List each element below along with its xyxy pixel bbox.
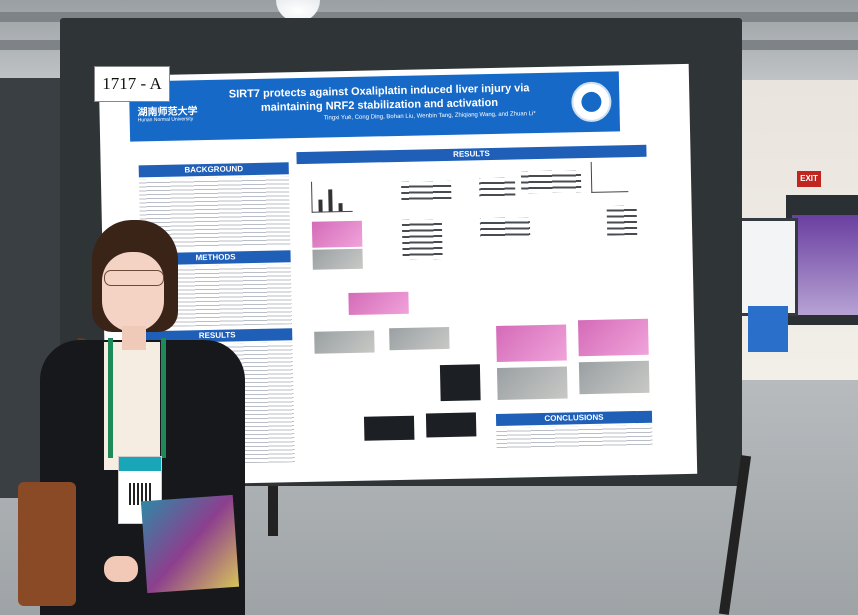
figure-histology-gray [578, 360, 650, 395]
university-emblem [571, 81, 612, 123]
brown-handbag [18, 482, 76, 606]
figure-histology-pink [496, 324, 567, 362]
figure-western-blot [401, 219, 443, 260]
background-poster [792, 215, 858, 315]
figure-histology-pink [348, 291, 409, 316]
figure-western-blot [479, 217, 531, 239]
figure-fluorescence [439, 364, 481, 402]
section-background: BACKGROUND [138, 162, 289, 178]
figure-histology-gray [314, 330, 375, 354]
figure-histology-pink [311, 220, 363, 248]
figure-histology-gray [496, 366, 568, 400]
green-lanyard [108, 338, 166, 458]
figure-western-blot [401, 180, 452, 202]
figure-western-blot [606, 204, 638, 236]
figure-chart [590, 161, 629, 193]
conclusions-text [496, 424, 653, 450]
ceiling-beam [0, 12, 858, 22]
figure-histology-gray [389, 326, 450, 351]
university-emblem-icon [581, 91, 602, 113]
board-leg [268, 486, 278, 536]
figure-fluorescence [363, 415, 415, 441]
chart-bar [338, 203, 343, 212]
figure-histology-pink [577, 318, 649, 357]
figure-fluorescence [425, 412, 477, 438]
conference-brochure [140, 494, 240, 594]
badge-stripe [119, 457, 161, 471]
figure-histology-gray [312, 248, 363, 270]
white-blouse [104, 342, 160, 470]
background-poster-board [786, 195, 858, 325]
figure-western-blot [520, 170, 582, 194]
figure-chart [311, 180, 353, 213]
university-subtitle: Hunan Normal University [137, 116, 194, 124]
section-conclusions: CONCLUSIONS [495, 410, 653, 426]
figure-western-blot [478, 177, 516, 199]
chart-bar [318, 199, 323, 212]
face [102, 252, 164, 332]
board-number-tag: 1717 - A [94, 66, 170, 102]
presenter-person [18, 220, 260, 615]
chart-bar [328, 189, 333, 212]
name-badge [118, 456, 162, 524]
ceiling-light [276, 0, 320, 22]
hand [104, 556, 138, 582]
poster-header: 湖南师范大学 Hunan Normal University SIRT7 pro… [128, 71, 621, 142]
recycling-bin [748, 306, 788, 352]
neck [122, 326, 146, 350]
glasses [104, 270, 164, 286]
badge-qr-code [129, 483, 151, 505]
exit-sign: EXIT [797, 171, 821, 187]
